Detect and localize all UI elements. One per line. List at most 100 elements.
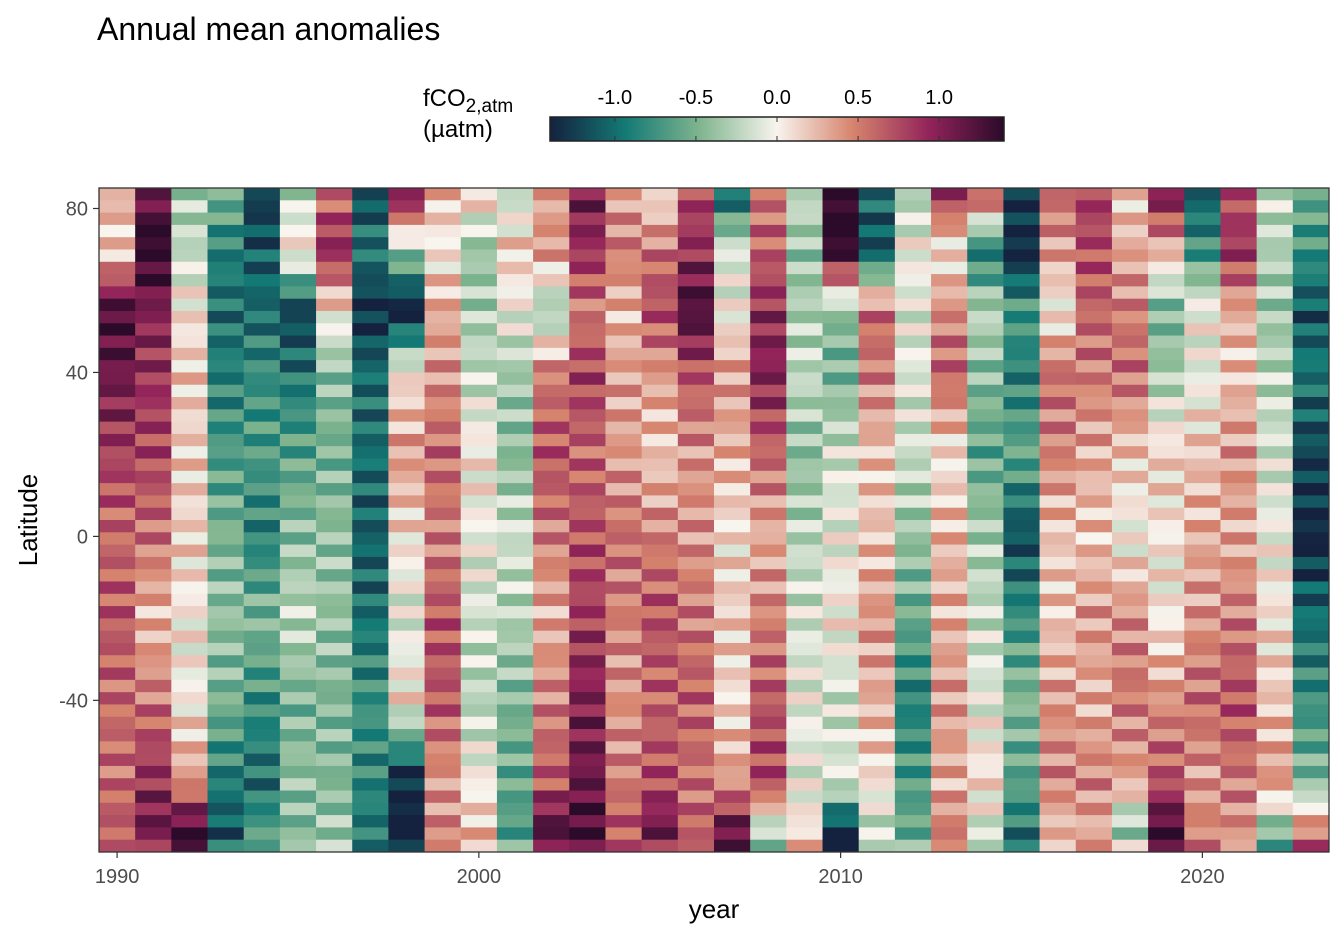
heatmap-cell — [894, 347, 932, 361]
heatmap-cell — [641, 237, 679, 251]
heatmap-cell — [171, 667, 209, 681]
heatmap-cell — [569, 274, 607, 287]
heatmap-cell — [533, 261, 570, 275]
heatmap-cell — [967, 507, 1005, 521]
heatmap-cell — [931, 544, 968, 558]
heatmap-cell — [822, 286, 860, 300]
heatmap-cell — [496, 237, 534, 251]
heatmap-cell — [894, 679, 932, 693]
heatmap-cell — [1075, 655, 1113, 669]
heatmap-cell — [641, 716, 679, 730]
heatmap-cell — [533, 323, 570, 337]
heatmap-cell — [171, 520, 209, 533]
heatmap-cell — [1184, 642, 1222, 656]
heatmap-cell — [1184, 532, 1222, 546]
heatmap-cell — [279, 556, 317, 570]
heatmap-cell — [714, 815, 751, 829]
heatmap-cell — [388, 606, 426, 619]
heatmap-cell — [279, 433, 317, 447]
heatmap-cell — [894, 286, 932, 300]
heatmap-cell — [1003, 667, 1041, 681]
heatmap-cell — [1292, 655, 1329, 669]
heatmap-cell — [1220, 569, 1258, 583]
heatmap-cell — [388, 778, 426, 792]
heatmap-cell — [1075, 667, 1113, 681]
heatmap-cell — [1111, 642, 1149, 656]
heatmap-cell — [99, 384, 136, 398]
heatmap-cell — [641, 765, 679, 779]
heatmap-cell — [135, 310, 172, 324]
heatmap-cell — [1039, 212, 1077, 226]
heatmap-cell — [1075, 237, 1113, 251]
heatmap-cell — [1003, 212, 1041, 226]
heatmap-cell — [1292, 520, 1329, 533]
heatmap-cell — [1220, 827, 1258, 841]
heatmap-cell — [1292, 839, 1329, 852]
heatmap-cell — [931, 310, 968, 324]
heatmap-cell — [750, 446, 787, 460]
heatmap-cell — [460, 655, 498, 669]
heatmap-cell — [279, 729, 317, 742]
heatmap-cell — [1039, 409, 1077, 423]
heatmap-cell — [1256, 606, 1294, 619]
heatmap-cell — [1075, 310, 1113, 324]
heatmap-cell — [243, 421, 281, 435]
heatmap-cell — [279, 593, 317, 607]
heatmap-cell — [388, 741, 426, 755]
heatmap-cell — [967, 495, 1005, 509]
heatmap-cell — [243, 397, 281, 410]
heatmap-cell — [533, 347, 570, 361]
heatmap-cell — [352, 323, 390, 337]
heatmap-cell — [714, 827, 751, 841]
heatmap-cell — [496, 212, 534, 226]
heatmap-cell — [1039, 802, 1077, 816]
heatmap-cell — [641, 458, 679, 472]
heatmap-cell — [424, 458, 462, 472]
heatmap-cell — [1039, 372, 1077, 386]
heatmap-cell — [605, 532, 643, 546]
heatmap-cell — [135, 815, 172, 829]
heatmap-cell — [750, 323, 787, 337]
heatmap-cell — [207, 642, 245, 656]
heatmap-cell — [135, 286, 172, 300]
heatmap-cell — [496, 249, 534, 263]
heatmap-cell — [822, 507, 860, 521]
heatmap-cell — [171, 704, 209, 718]
heatmap-cell — [243, 458, 281, 472]
heatmap-cell — [388, 495, 426, 509]
heatmap-cell — [714, 470, 751, 484]
heatmap-cell — [496, 261, 534, 275]
heatmap-cell — [822, 458, 860, 472]
heatmap-cell — [858, 384, 896, 398]
heatmap-cell — [605, 347, 643, 361]
heatmap-cell — [135, 212, 172, 226]
heatmap-cell — [1148, 397, 1185, 410]
heatmap-cell — [677, 618, 715, 632]
heatmap-cell — [750, 642, 787, 656]
heatmap-cell — [316, 212, 353, 226]
heatmap-cell — [858, 532, 896, 546]
heatmap-column — [1148, 188, 1185, 852]
heatmap-cell — [569, 827, 607, 841]
heatmap-cell — [496, 704, 534, 718]
heatmap-cell — [605, 200, 643, 214]
heatmap-cell — [1148, 421, 1185, 435]
heatmap-cell — [931, 520, 968, 533]
heatmap-cell — [1075, 200, 1113, 214]
heatmap-cell — [1220, 261, 1258, 275]
heatmap-cell — [243, 618, 281, 632]
heatmap-cell — [605, 397, 643, 410]
heatmap-cell — [496, 692, 534, 706]
heatmap-cell — [714, 397, 751, 410]
heatmap-cell — [858, 458, 896, 472]
heatmap-cell — [1003, 581, 1041, 595]
heatmap-cell — [569, 544, 607, 558]
heatmap-cell — [460, 495, 498, 509]
heatmap-cell — [1256, 753, 1294, 767]
heatmap-cell — [894, 704, 932, 718]
heatmap-cell — [569, 347, 607, 361]
heatmap-cell — [533, 593, 570, 607]
heatmap-cell — [1220, 606, 1258, 619]
heatmap-cell — [1111, 433, 1149, 447]
heatmap-cell — [1184, 409, 1222, 423]
